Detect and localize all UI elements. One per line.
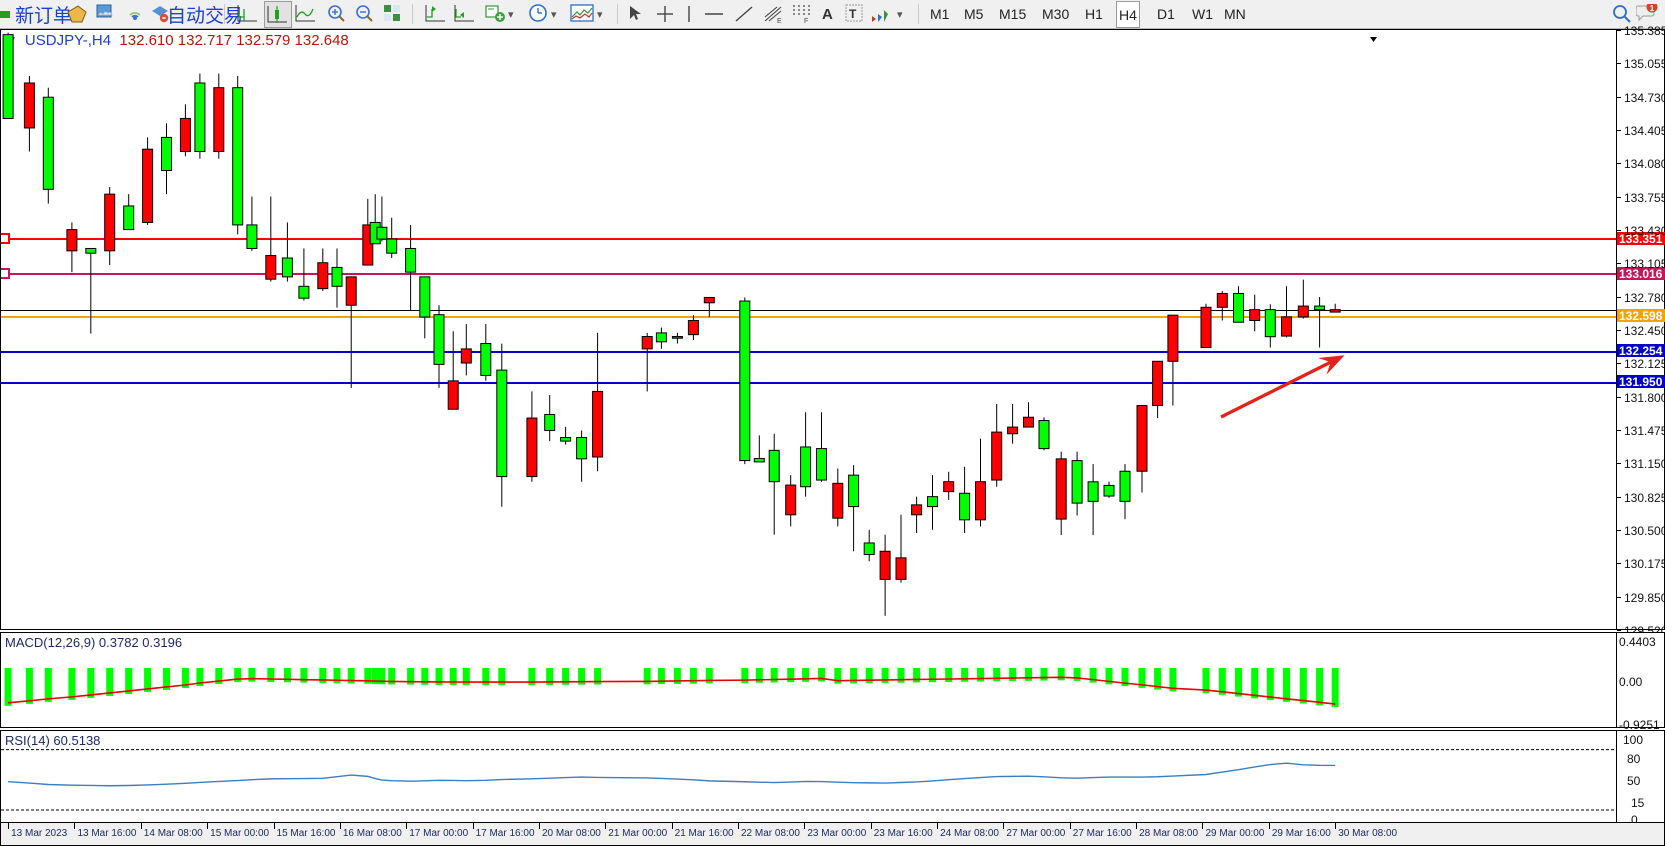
svg-text:T: T: [849, 7, 857, 21]
svg-text:1: 1: [1650, 4, 1655, 13]
svg-text:F: F: [804, 18, 808, 24]
svg-text:E: E: [777, 18, 782, 24]
